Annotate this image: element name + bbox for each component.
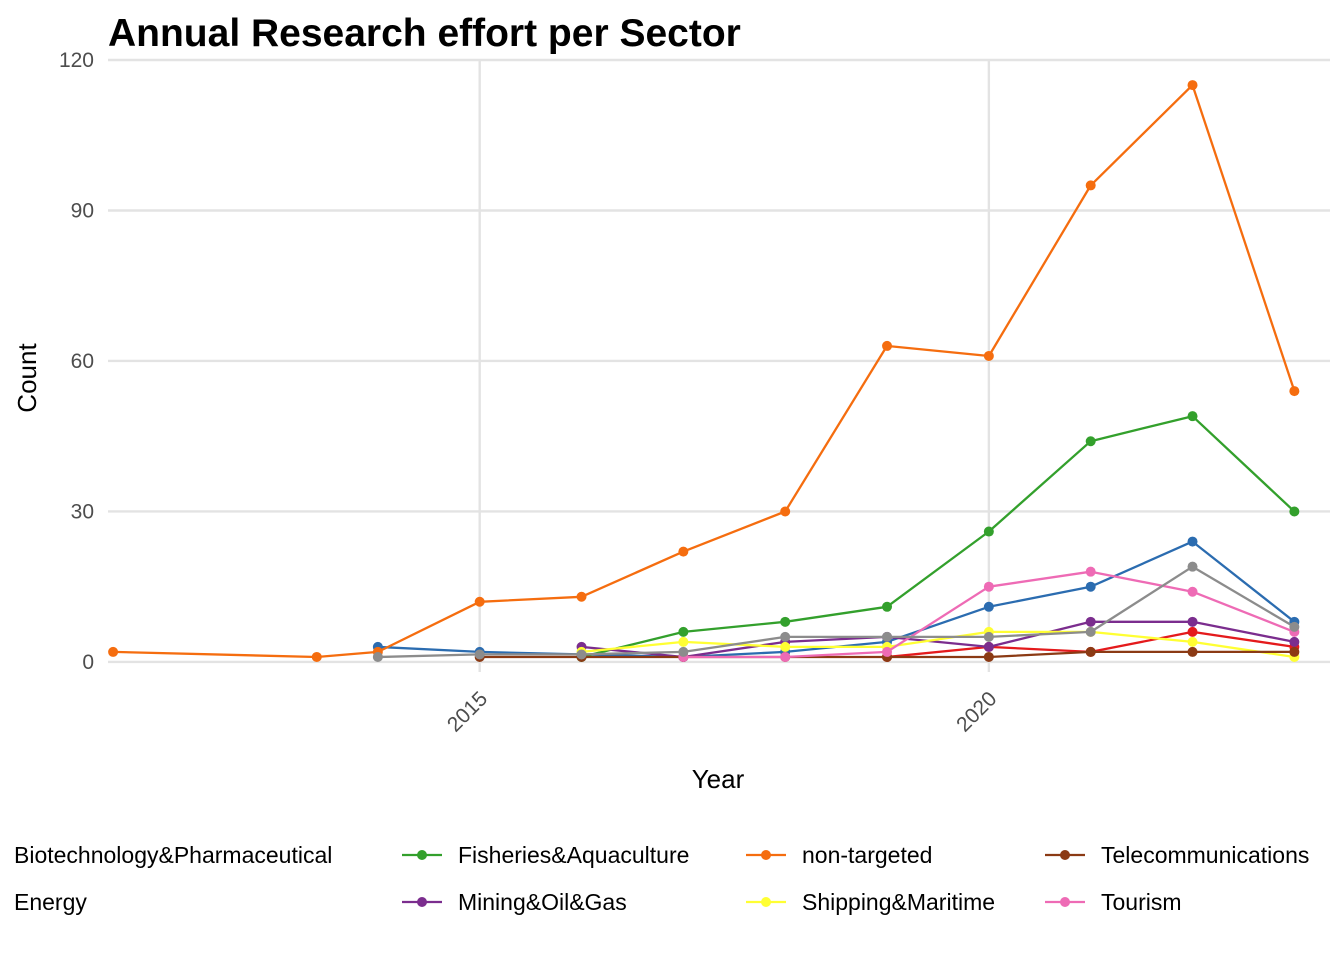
series-line-mining-oil-gas — [581, 620, 1295, 659]
data-point-biotechnology-pharmaceutical — [1187, 626, 1198, 637]
legend-label: Shipping&Maritime — [802, 889, 995, 915]
y-tick-label: 0 — [82, 651, 94, 674]
data-point-non-targeted — [474, 596, 485, 607]
y-tick-label: 90 — [71, 199, 94, 222]
data-point-tourism — [780, 651, 791, 662]
data-point-unnamed — [1289, 621, 1300, 632]
data-point-fisheries-aquaculture — [678, 626, 689, 637]
data-point-mining-oil-gas — [1187, 616, 1198, 627]
data-point-unnamed — [1187, 561, 1198, 572]
data-point-non-targeted — [983, 350, 994, 361]
data-point-shipping-maritime — [678, 636, 689, 647]
data-point-fisheries-aquaculture — [1085, 436, 1096, 447]
legend: Biotechnology&Pharmaceutical Fisheries&Aq… — [14, 842, 1309, 915]
data-point-telecommunications — [1187, 646, 1198, 657]
series-line-shipping-maritime — [581, 630, 1295, 659]
legend-label: Telecommunications — [1101, 842, 1309, 868]
y-tick-label: 60 — [71, 350, 94, 373]
data-point-mining-oil-gas — [983, 641, 994, 652]
data-point-non-targeted — [576, 591, 587, 602]
data-point-unnamed — [780, 631, 791, 642]
data-point-unnamed — [372, 651, 383, 662]
series-group — [108, 80, 1300, 662]
gridlines — [108, 58, 1330, 672]
data-point-telecommunications — [983, 651, 994, 662]
x-axis-title: Year — [692, 764, 745, 794]
legend-label: Mining&Oil&Gas — [458, 889, 627, 915]
data-point-tourism — [1085, 566, 1096, 577]
data-point-fisheries-aquaculture — [1187, 411, 1198, 422]
data-point-fisheries-aquaculture — [983, 526, 994, 537]
x-tick-label: 2015 — [443, 687, 492, 736]
data-point-tourism — [983, 581, 994, 592]
data-point-tourism — [1187, 586, 1198, 597]
chart-title: Annual Research effort per Sector — [108, 12, 741, 55]
data-point-non-targeted — [1289, 386, 1300, 397]
data-point-fisheries-aquaculture — [882, 601, 893, 612]
data-point-mining-oil-gas — [1085, 616, 1096, 627]
data-point-non-targeted — [882, 340, 893, 351]
legend-key-point — [417, 897, 427, 907]
y-axis-title: Count — [12, 343, 42, 413]
legend-label: Tourism — [1101, 889, 1182, 915]
data-point-shipping-maritime — [1187, 636, 1198, 647]
legend-label: Fisheries&Aquaculture — [458, 842, 689, 868]
data-point-non-targeted — [311, 651, 322, 662]
legend-key-point — [761, 897, 771, 907]
legend-key-point — [761, 850, 771, 860]
series-line-fisheries-aquaculture — [581, 415, 1296, 659]
series-line-unnamed — [377, 565, 1295, 659]
y-tick-label: 120 — [59, 49, 94, 72]
data-point-fisheries-aquaculture — [780, 616, 791, 627]
data-point-unnamed — [474, 649, 485, 660]
data-point-unnamed — [1085, 626, 1096, 637]
legend-key-point — [1060, 850, 1070, 860]
data-point-tourism — [882, 646, 893, 657]
data-point-non-targeted — [1187, 80, 1198, 91]
legend-key-point — [1060, 897, 1070, 907]
data-point-energy — [1085, 581, 1096, 592]
data-point-telecommunications — [1085, 646, 1096, 657]
data-point-energy — [983, 601, 994, 612]
data-point-non-targeted — [1085, 180, 1096, 191]
data-point-non-targeted — [780, 506, 791, 517]
legend-label: non-targeted — [802, 842, 932, 868]
data-point-telecommunications — [1289, 646, 1300, 657]
x-tick-label: 2020 — [952, 687, 1001, 736]
data-point-unnamed — [678, 646, 689, 657]
axis-ticks: 0 30 60 90 120 2015 2020 — [59, 49, 1001, 737]
legend-label: Energy — [14, 889, 87, 915]
data-point-non-targeted — [108, 646, 119, 657]
data-point-non-targeted — [678, 546, 689, 557]
data-point-unnamed — [882, 631, 893, 642]
data-point-shipping-maritime — [780, 641, 791, 652]
data-point-mining-oil-gas — [1289, 636, 1300, 647]
data-point-fisheries-aquaculture — [1289, 506, 1300, 517]
series-line-non-targeted — [113, 83, 1296, 659]
legend-label: Biotechnology&Pharmaceutical — [14, 842, 332, 868]
legend-key-point — [417, 850, 427, 860]
y-tick-label: 30 — [71, 500, 94, 523]
data-point-unnamed — [983, 631, 994, 642]
data-point-unnamed — [576, 649, 587, 660]
data-point-energy — [1187, 536, 1198, 547]
